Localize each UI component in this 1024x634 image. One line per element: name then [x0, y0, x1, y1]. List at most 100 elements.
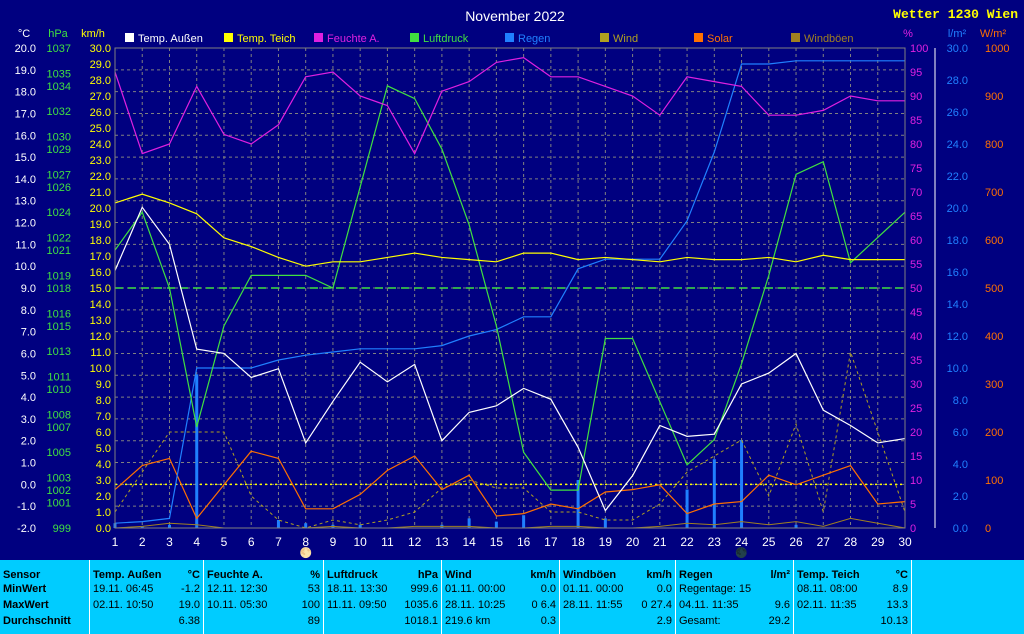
moon-phase-icon: 🌕	[299, 546, 311, 559]
stats-regen-total: 29.2	[768, 615, 790, 627]
y-tick-label-kmh: 1.0	[96, 507, 111, 519]
y-tick-label-hpa: 1027	[47, 169, 71, 181]
stats-temp-teich-min-value: 8.9	[892, 583, 908, 595]
stats-wind-col: Wind km/h 01.11. 00:00 0.0 28.11. 10:25 0 6…	[442, 560, 560, 634]
y-tick-label-pct: 45	[910, 307, 922, 319]
y-tick-label-temp_c: 11.0	[15, 239, 36, 251]
legend-label: Feuchte A.	[327, 33, 380, 45]
stats-luftdruck-unit: hPa	[417, 569, 438, 581]
y-tick-label-pct: 15	[910, 451, 922, 463]
y-tick-label-pct: 85	[910, 115, 922, 127]
y-tick-label-kmh: 22.0	[90, 171, 111, 183]
rain-day-bar	[576, 480, 580, 528]
y-tick-label-kmh: 26.0	[90, 107, 111, 119]
rain-day-bar	[794, 524, 798, 528]
legend-label: Temp. Teich	[237, 33, 296, 45]
stats-temp-aussen-unit: °C	[187, 569, 200, 581]
x-tick-label: 30	[898, 535, 912, 549]
y-tick-label-temp_c: 8.0	[21, 305, 36, 317]
unit-kmh: km/h	[81, 28, 105, 40]
stats-regen-total-label: Gesamt:	[679, 615, 721, 627]
y-tick-label-pct: 90	[910, 91, 922, 103]
y-tick-label-lm2: 12.0	[947, 331, 968, 343]
y-tick-label-lm2: 14.0	[947, 299, 968, 311]
y-tick-label-pct: 75	[910, 163, 922, 175]
x-tick-label: 11	[381, 535, 394, 549]
y-tick-label-pct: 50	[910, 283, 922, 295]
legend-swatch	[125, 33, 134, 42]
y-tick-label-pct: 20	[910, 427, 922, 439]
x-tick-label: 8	[302, 535, 309, 549]
y-tick-label-kmh: 9.0	[96, 379, 111, 391]
y-tick-label-hpa: 1022	[47, 232, 71, 244]
y-tick-label-pct: 25	[910, 403, 922, 415]
legend-label: Solar	[707, 33, 733, 45]
y-tick-label-hpa: 1034	[47, 81, 71, 93]
y-tick-label-hpa: 1026	[47, 182, 71, 194]
stats-sensor-col: Sensor MinWert MaxWert Durchschnitt	[0, 560, 90, 634]
rain-day-bar	[358, 524, 362, 528]
rain-day-bar	[195, 374, 199, 528]
y-tick-label-kmh: 6.0	[96, 427, 111, 439]
stats-wind-distance: 219.6 km	[445, 615, 491, 627]
y-tick-label-temp_c: 2.0	[21, 436, 36, 448]
stats-regen-days: Regentage: 15	[679, 583, 752, 595]
moon-phase-icon: 🌑	[735, 546, 747, 559]
legend-swatch	[314, 33, 323, 42]
y-tick-label-pct: 80	[910, 139, 922, 151]
y-tick-label-wm2: 1000	[985, 43, 1009, 55]
stats-feuchte-header: Feuchte A.	[207, 569, 263, 581]
y-tick-label-temp_c: 0.0	[21, 479, 36, 491]
y-tick-label-wm2: 700	[985, 187, 1003, 199]
y-tick-label-hpa: 1035	[47, 68, 71, 80]
stats-sensor-header: Sensor	[3, 569, 41, 581]
y-tick-label-temp_c: 4.0	[21, 392, 36, 404]
y-tick-label-temp_c: -1.0	[17, 501, 36, 513]
chart-background	[0, 0, 1024, 560]
stats-feuchte-max-time: 10.11. 05:30	[207, 599, 268, 611]
y-tick-label-pct: 65	[910, 211, 922, 223]
stats-regen-max-time: 04.11. 11:35	[679, 599, 739, 611]
unit-wm2: W/m²	[980, 28, 1007, 40]
y-tick-label-hpa: 1030	[47, 131, 71, 143]
legend-label: Windböen	[804, 33, 854, 45]
series-line-regen	[114, 60, 905, 524]
legend-label: Temp. Außen	[138, 33, 203, 45]
series-line-feuchte-a-	[114, 56, 905, 155]
stats-temp-aussen-avg: 6.38	[178, 615, 200, 627]
unit-lm2: l/m²	[948, 28, 967, 40]
y-tick-label-kmh: 23.0	[90, 155, 111, 167]
stats-luftdruck-max-value: 1035.6	[404, 599, 438, 611]
y-tick-label-temp_c: 13.0	[15, 196, 36, 208]
stats-regen-max-value: 9.6	[774, 599, 790, 611]
y-tick-label-temp_c: 17.0	[15, 108, 36, 120]
series-line-temp-teich	[114, 193, 905, 267]
stats-temp-teich-header: Temp. Teich	[797, 569, 860, 581]
stats-feuchte-max-value: 100	[301, 599, 320, 611]
stats-temp-aussen-min-value: -1.2	[181, 583, 200, 595]
stats-panel: Sensor MinWert MaxWert Durchschnitt Temp…	[0, 560, 1024, 634]
stats-temp-aussen-min-time: 19.11. 06:45	[93, 583, 154, 595]
series-line-solar	[114, 450, 906, 520]
y-tick-label-kmh: 11.0	[90, 347, 111, 359]
unit-temp: °C	[18, 28, 30, 40]
y-tick-label-pct: 0	[910, 523, 916, 535]
rain-day-bar	[276, 520, 280, 528]
y-tick-label-kmh: 27.0	[90, 91, 111, 103]
y-tick-label-lm2: 26.0	[947, 107, 968, 119]
y-tick-label-hpa: 999	[53, 523, 71, 535]
unit-hpa: hPa	[48, 28, 68, 40]
y-tick-label-kmh: 16.0	[90, 267, 111, 279]
y-tick-label-pct: 95	[910, 67, 922, 79]
stats-wind-min-time: 01.11. 00:00	[445, 583, 506, 595]
stats-wind-header: Wind	[445, 569, 472, 581]
plot-frame	[114, 47, 906, 529]
y-tick-label-kmh: 18.0	[90, 235, 111, 247]
legend-label: Luftdruck	[423, 33, 469, 45]
series-line-wind	[114, 351, 906, 529]
stats-feuchte-col: Feuchte A.% 12.11. 12:30 53 10.11. 05:30 1…	[204, 560, 324, 634]
y-tick-label-kmh: 10.0	[90, 363, 111, 375]
y-tick-label-pct: 10	[910, 475, 922, 487]
y-tick-label-wm2: 800	[985, 139, 1003, 151]
y-tick-label-kmh: 25.0	[90, 123, 111, 135]
